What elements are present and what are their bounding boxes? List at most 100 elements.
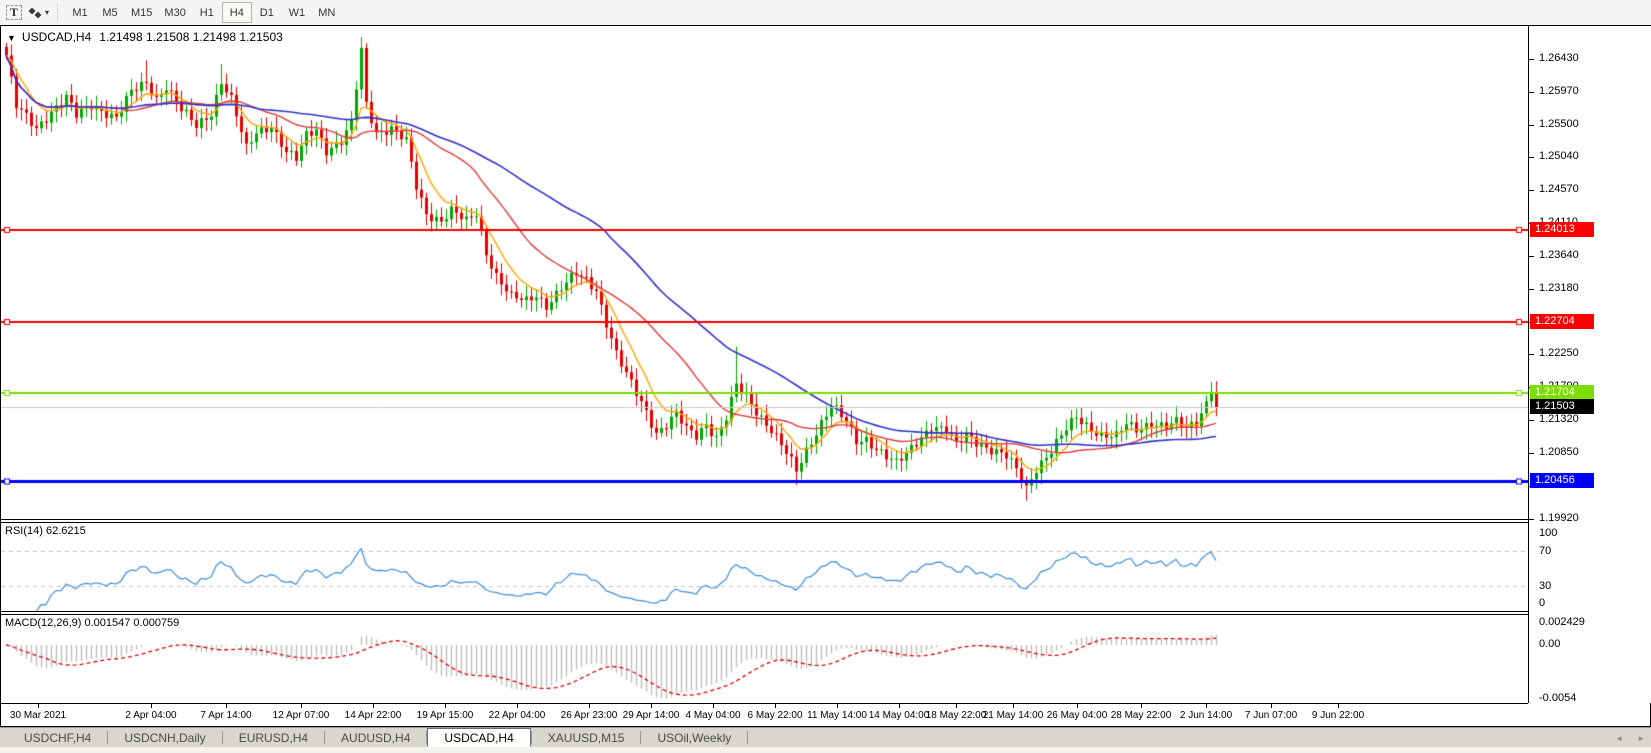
- price-axis-label: 1.22250: [1539, 347, 1579, 359]
- timeframe-button-mn[interactable]: MN: [318, 6, 336, 19]
- timeframe-buttons: M1 M5 M15 M30 H1 H4 D1 W1 MN: [65, 2, 342, 23]
- time-axis-label: 4 May 04:00: [685, 710, 741, 721]
- time-axis-label: 18 May 22:00: [925, 710, 987, 721]
- panel-separator[interactable]: [1, 611, 1528, 615]
- time-axis-tick: [226, 704, 227, 708]
- time-axis-tick: [1271, 704, 1272, 708]
- symbol-timeframe: USDCAD,H4: [21, 30, 92, 44]
- price-line-tag: 1.24013: [1530, 222, 1594, 237]
- chart-tab-usoil[interactable]: USOil,Weekly: [657, 730, 732, 745]
- price-axis-tick: [1529, 256, 1534, 257]
- chart-tab-eurusd[interactable]: EURUSD,H4: [238, 730, 309, 745]
- time-axis-tick: [301, 704, 302, 708]
- price-axis-tick: [1529, 519, 1534, 520]
- time-axis-label: 6 May 22:00: [747, 710, 803, 721]
- price-axis-tick: [1529, 289, 1534, 290]
- time-axis-tick: [373, 704, 374, 708]
- chart-tab-usdchf[interactable]: USDCHF,H4: [24, 730, 92, 745]
- time-axis-tick: [445, 704, 446, 708]
- text-label-tool-button[interactable]: T: [3, 2, 25, 23]
- time-axis-tick: [1338, 704, 1339, 708]
- time-axis-label: 22 Apr 04:00: [488, 710, 546, 721]
- main-chart-canvas[interactable]: [1, 26, 1528, 519]
- chart-tab-usdcnh[interactable]: USDCNH,Daily: [124, 730, 206, 745]
- timeframe-button-m30[interactable]: M30: [164, 6, 186, 19]
- time-axis-label: 21 May 14:00: [982, 710, 1044, 721]
- time-axis-tick: [713, 704, 714, 708]
- macd-canvas[interactable]: [1, 615, 1528, 703]
- timeframe-button-m5[interactable]: M5: [102, 6, 118, 19]
- chart-tab-audusd[interactable]: AUDUSD,H4: [341, 730, 411, 745]
- time-axis-label: 7 Apr 14:00: [200, 710, 252, 721]
- tab-divider: [530, 731, 532, 744]
- timeframe-button-h1[interactable]: H1: [199, 6, 214, 19]
- time-axis-label: 12 Apr 07:00: [272, 710, 330, 721]
- price-axis-label: 1.26430: [1539, 52, 1579, 64]
- price-axis-tick: [1529, 92, 1534, 93]
- price-axis-label: 1.25970: [1539, 85, 1579, 97]
- price-axis-label: 1.23640: [1539, 249, 1579, 261]
- rsi-axis-label: 30: [1539, 580, 1552, 592]
- price-axis-tick: [1529, 453, 1534, 454]
- rsi-canvas[interactable]: [1, 523, 1528, 611]
- symbol-collapse-icon[interactable]: ▼: [7, 33, 16, 43]
- price-axis-tick: [1529, 125, 1534, 126]
- text-tool-icon: T: [5, 5, 22, 20]
- time-axis[interactable]: 30 Mar 2021 2 Apr 04:00 7 Apr 14:00 12 Apr …: [1, 703, 1528, 726]
- tab-divider: [107, 731, 109, 744]
- toolbar: T ▾ M1 M5 M15 M30 H1 H4 D1 W1 MN: [0, 0, 1651, 25]
- time-axis-tick: [651, 704, 652, 708]
- time-axis-tick: [1013, 704, 1014, 708]
- price-line-tag: 1.20456: [1530, 473, 1594, 488]
- price-axis-label: 1.24570: [1539, 183, 1579, 195]
- timeframe-button-m15[interactable]: M15: [131, 6, 153, 19]
- main-chart-panel: ▼ USDCAD,H4 1.21498 1.21508 1.21498 1.2150…: [1, 26, 1528, 519]
- price-axis-label: 1.23180: [1539, 282, 1579, 294]
- chart-tab-bar: USDCHF,H4 USDCNH,Daily EURUSD,H4 AUDUSD,H4 U…: [0, 727, 1651, 747]
- timeframe-button-d1[interactable]: D1: [259, 6, 274, 19]
- macd-label: MACD(12,26,9) 0.001547 0.000759: [5, 617, 180, 629]
- chart-title: ▼ USDCAD,H4 1.21498 1.21508 1.21498 1.2150…: [7, 30, 283, 44]
- timeframe-button-h4[interactable]: H4: [221, 2, 252, 23]
- time-axis-label: 26 May 04:00: [1046, 710, 1108, 721]
- chevron-down-icon: ▾: [45, 8, 50, 17]
- tab-divider: [324, 731, 326, 744]
- price-line-tag: 1.21704: [1530, 385, 1594, 400]
- price-axis-tick: [1529, 354, 1534, 355]
- time-axis-label: 2 Apr 04:00: [125, 710, 177, 721]
- price-axis[interactable]: 1.264301.259701.255001.250401.245701.241…: [1528, 26, 1651, 704]
- cursor-mode-button[interactable]: ▾: [27, 2, 50, 23]
- time-axis-label: 26 Apr 23:00: [560, 710, 618, 721]
- time-axis-tick: [956, 704, 957, 708]
- time-axis-label: 7 Jun 07:00: [1244, 710, 1298, 721]
- timeframe-button-w1[interactable]: W1: [288, 6, 306, 19]
- rsi-axis-label: 0: [1539, 597, 1546, 609]
- current-price-tag: 1.21503: [1530, 399, 1594, 414]
- rsi-axis-label: 70: [1539, 545, 1552, 557]
- price-axis-tick: [1529, 157, 1534, 158]
- chart-window: ▼ USDCAD,H4 1.21498 1.21508 1.21498 1.2150…: [0, 25, 1651, 727]
- price-axis-tick: [1529, 420, 1534, 421]
- time-axis-label: 11 May 14:00: [807, 710, 867, 721]
- tab-scroll-right-icon[interactable]: ►: [1637, 733, 1645, 743]
- panel-separator[interactable]: [1, 519, 1528, 523]
- chart-tab-usdcad[interactable]: USDCAD,H4: [427, 728, 531, 747]
- price-axis-label: 1.20850: [1539, 446, 1579, 458]
- time-axis-tick: [837, 704, 838, 708]
- macd-axis-label: -0.0054: [1539, 692, 1577, 704]
- rsi-axis-label: 100: [1539, 527, 1558, 539]
- time-axis-tick: [1141, 704, 1142, 708]
- tab-divider: [640, 731, 642, 744]
- time-axis-tick: [517, 704, 518, 708]
- rsi-panel: RSI(14) 62.6215: [1, 523, 1528, 611]
- tab-scroll-left-icon[interactable]: ◄: [1615, 733, 1624, 743]
- time-axis-tick: [1206, 704, 1207, 708]
- chart-tab-xauusd[interactable]: XAUUSD,M15: [547, 730, 625, 745]
- timeframe-button-m1[interactable]: M1: [72, 6, 88, 19]
- time-axis-tick: [589, 704, 590, 708]
- tab-divider: [221, 731, 223, 744]
- tab-divider: [747, 731, 749, 744]
- time-axis-label: 14 May 04:00: [868, 710, 930, 721]
- status-strip: [0, 747, 1651, 753]
- time-axis-label: 2 Jun 14:00: [1179, 710, 1233, 721]
